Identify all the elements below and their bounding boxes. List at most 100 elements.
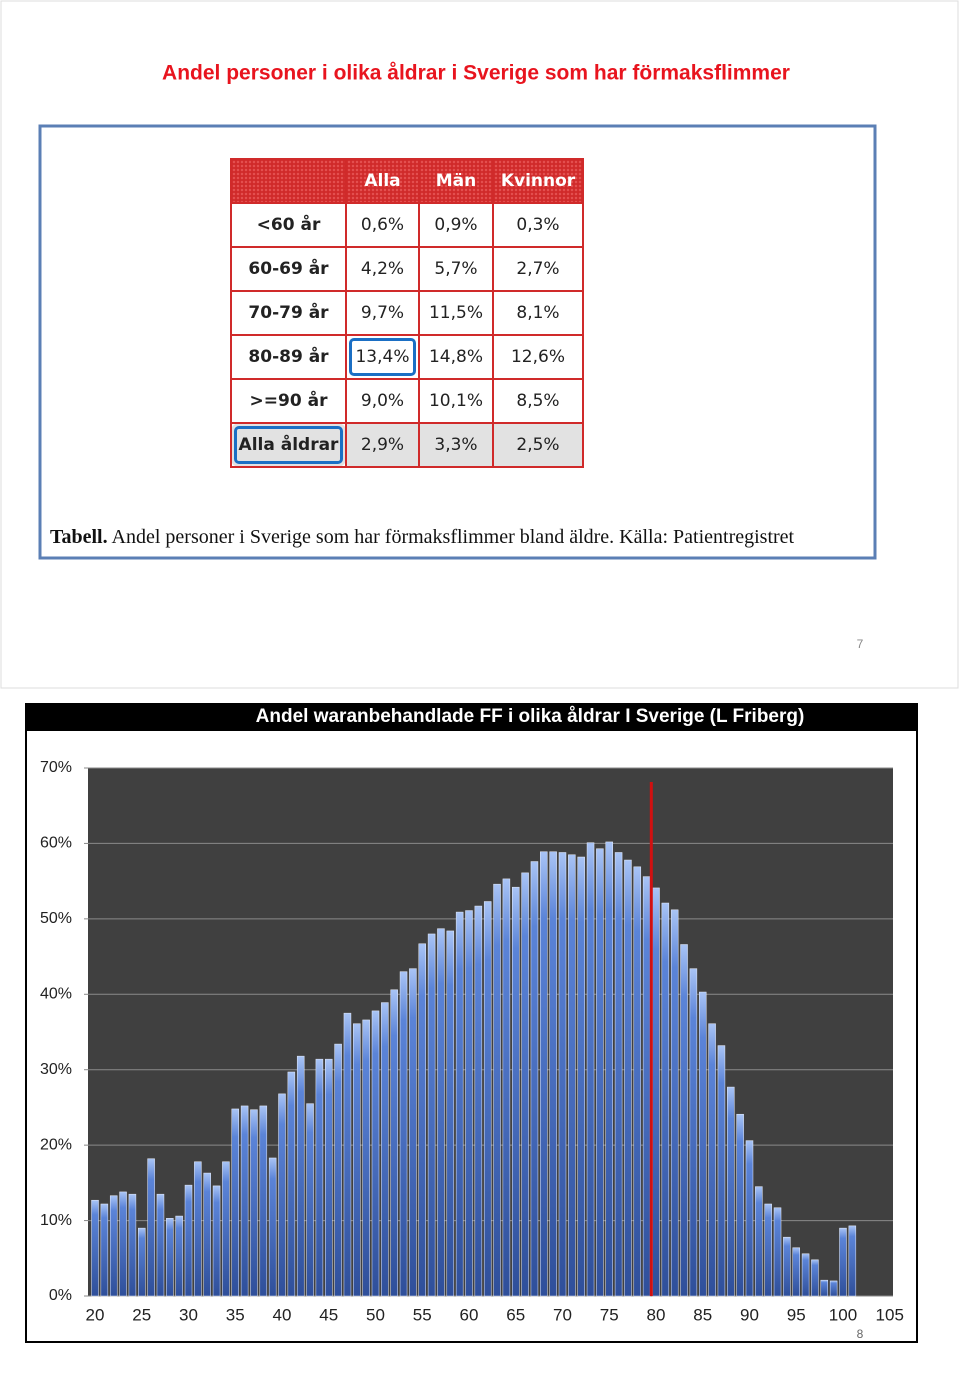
y-tick-label: 20% bbox=[40, 1136, 72, 1153]
y-tick-label: 70% bbox=[40, 759, 72, 776]
bar bbox=[549, 851, 557, 1297]
bar bbox=[680, 944, 688, 1297]
bar bbox=[801, 1253, 810, 1297]
table-cell: 14,8% bbox=[418, 334, 494, 380]
bar bbox=[334, 1043, 342, 1297]
bar bbox=[268, 1157, 277, 1297]
x-tick-label: 45 bbox=[319, 1305, 338, 1324]
bar bbox=[418, 943, 426, 1297]
bar bbox=[138, 1227, 146, 1297]
bar bbox=[614, 852, 623, 1297]
bar bbox=[848, 1225, 857, 1297]
table-cell: 2,5% bbox=[492, 422, 584, 468]
bar bbox=[745, 1140, 754, 1297]
row-label: 60-69 år bbox=[230, 246, 347, 292]
bar bbox=[315, 1058, 324, 1297]
bar bbox=[240, 1105, 249, 1297]
caption-label: Tabell. bbox=[50, 526, 108, 548]
table-row: >=90 år 9,0% 10,1% 8,5% bbox=[230, 378, 584, 424]
bar bbox=[483, 901, 492, 1297]
column-header: Män bbox=[418, 158, 494, 204]
bar bbox=[455, 911, 464, 1297]
table-cell: 5,7% bbox=[418, 246, 494, 292]
bar bbox=[100, 1203, 109, 1297]
bar bbox=[166, 1218, 174, 1297]
table-row: 80-89 år 13,4% 14,8% 12,6% bbox=[230, 334, 584, 380]
table-cell: 2,9% bbox=[345, 422, 420, 468]
bar bbox=[708, 1023, 716, 1297]
y-tick-label: 0% bbox=[49, 1287, 72, 1304]
corner-cell bbox=[230, 158, 347, 204]
bar bbox=[839, 1227, 847, 1297]
y-tick-label: 50% bbox=[40, 910, 72, 927]
column-header: Alla bbox=[345, 158, 420, 204]
table-cell: 8,5% bbox=[492, 378, 584, 424]
bar bbox=[381, 1002, 389, 1297]
slide-7-title: Andel personer i olika åldrar i Sverige … bbox=[162, 62, 790, 85]
bar bbox=[820, 1279, 829, 1297]
bar bbox=[511, 886, 520, 1297]
data-table: Alla Män Kvinnor <60 år 0,6% 0,9% 0,3% 60-69 år… bbox=[230, 158, 584, 468]
table-cell: 13,4% bbox=[345, 334, 420, 380]
bar bbox=[250, 1109, 258, 1297]
row-label: Alla åldrar bbox=[230, 422, 347, 468]
bar bbox=[362, 1019, 370, 1297]
bar bbox=[109, 1195, 118, 1297]
table-cell: 3,3% bbox=[418, 422, 494, 468]
bar bbox=[296, 1055, 305, 1297]
bar bbox=[175, 1215, 183, 1297]
table-caption: Tabell. Andel personer i Sverige som har… bbox=[50, 526, 794, 549]
bar bbox=[717, 1045, 726, 1297]
bar bbox=[427, 933, 436, 1297]
x-tick-label: 70 bbox=[553, 1305, 572, 1324]
bar bbox=[493, 883, 501, 1297]
x-tick-label: 60 bbox=[460, 1305, 479, 1324]
bar bbox=[147, 1158, 155, 1297]
bar bbox=[231, 1108, 240, 1297]
bar bbox=[222, 1161, 230, 1297]
bar bbox=[128, 1193, 137, 1297]
bar bbox=[755, 1186, 763, 1297]
x-tick-label: 100 bbox=[829, 1305, 857, 1324]
column-header: Kvinnor bbox=[492, 158, 584, 204]
bar bbox=[203, 1172, 211, 1297]
bar bbox=[259, 1105, 268, 1297]
bar bbox=[783, 1236, 791, 1297]
bar bbox=[399, 971, 408, 1297]
row-label: 70-79 år bbox=[230, 290, 347, 336]
bar bbox=[91, 1199, 99, 1297]
bar bbox=[306, 1103, 314, 1297]
bar bbox=[409, 968, 417, 1297]
table-cell: 12,6% bbox=[492, 334, 584, 380]
x-tick-label: 85 bbox=[693, 1305, 712, 1324]
table-row: 70-79 år 9,7% 11,5% 8,1% bbox=[230, 290, 584, 336]
bar bbox=[119, 1191, 127, 1297]
table-cell: 9,0% bbox=[345, 378, 420, 424]
x-tick-label: 30 bbox=[179, 1305, 198, 1324]
x-tick-label: 80 bbox=[647, 1305, 666, 1324]
table-cell: 8,1% bbox=[492, 290, 584, 336]
bar bbox=[642, 876, 651, 1297]
bar bbox=[540, 851, 548, 1297]
page-number: 8 bbox=[857, 1327, 864, 1341]
bar bbox=[156, 1193, 165, 1297]
bar bbox=[530, 861, 539, 1297]
x-tick-label: 95 bbox=[787, 1305, 806, 1324]
bar bbox=[278, 1093, 286, 1297]
table-cell: 10,1% bbox=[418, 378, 494, 424]
row-label: 80-89 år bbox=[230, 334, 347, 380]
bar bbox=[605, 841, 613, 1297]
bar bbox=[437, 928, 445, 1297]
bar bbox=[325, 1058, 333, 1297]
bar bbox=[184, 1184, 193, 1297]
bar bbox=[502, 878, 511, 1297]
bar bbox=[371, 1010, 380, 1297]
bar bbox=[287, 1071, 296, 1297]
bar bbox=[661, 902, 670, 1297]
table-cell: 0,9% bbox=[418, 202, 494, 248]
bar bbox=[624, 859, 632, 1297]
x-tick-label: 105 bbox=[876, 1305, 904, 1324]
bar bbox=[698, 991, 707, 1297]
x-tick-label: 35 bbox=[226, 1305, 245, 1324]
